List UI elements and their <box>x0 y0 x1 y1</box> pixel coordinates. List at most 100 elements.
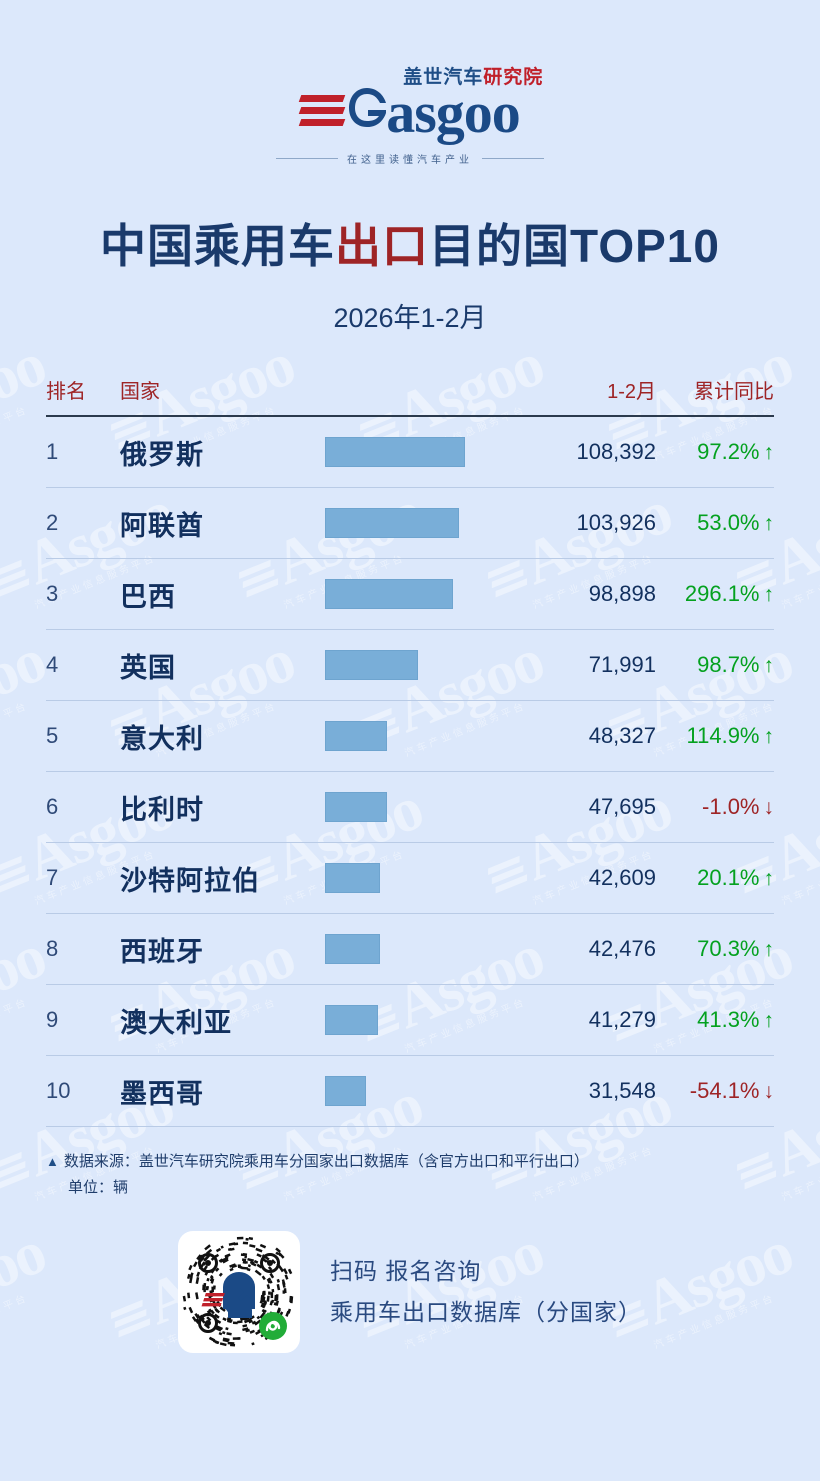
cell-value: 98,898 <box>588 581 656 606</box>
cell-value: 31,548 <box>588 1078 656 1103</box>
title-part-1: 中国乘用车 <box>100 220 336 272</box>
logo-chinese-name: 盖世汽车研究院 <box>403 62 543 89</box>
title-part-2: 目的国TOP10 <box>429 220 720 272</box>
cell-country: 阿联酋 <box>120 510 204 541</box>
cell-yoy: 53.0% ↑ <box>697 510 775 535</box>
qr-caption: 扫码 报名咨询 乘用车出口数据库（分国家） <box>330 1251 642 1332</box>
value-bar <box>325 508 459 538</box>
cell-value: 41,279 <box>588 1007 656 1032</box>
arrow-up-icon: ↑ <box>763 441 775 464</box>
cell-bar <box>325 559 528 629</box>
cell-yoy: 114.9% ↑ <box>686 723 775 748</box>
cell-rank: 8 <box>46 936 59 961</box>
cell-rank: 9 <box>46 1007 59 1032</box>
arrow-down-icon: ↓ <box>763 1080 775 1103</box>
cell-value: 108,392 <box>576 439 656 464</box>
cell-rank: 4 <box>46 652 59 677</box>
table-row: 2 阿联酋 103,926 53.0% ↑ <box>46 488 774 559</box>
value-bar <box>325 579 453 609</box>
qr-code-graphic-icon <box>182 1236 294 1347</box>
table-row: 8 西班牙 42,476 70.3% ↑ <box>46 914 774 985</box>
value-bar <box>325 934 380 964</box>
arrow-up-icon: ↑ <box>763 1009 775 1032</box>
value-bar <box>325 792 387 822</box>
table-row: 4 英国 71,991 98.7% ↑ <box>46 630 774 701</box>
cell-bar <box>325 985 528 1055</box>
table-row: 9 澳大利亚 41,279 41.3% ↑ <box>46 985 774 1056</box>
logo-word-text: asgoo <box>386 80 521 145</box>
arrow-up-icon: ↑ <box>763 938 775 961</box>
source-footnote: ▲ 数据来源：盖世汽车研究院乘用车分国家出口数据库（含官方出口和平行出口） 单位：… <box>46 1149 774 1201</box>
value-bar <box>325 1005 378 1035</box>
cell-bar <box>325 488 528 558</box>
cell-yoy: 97.2% ↑ <box>697 439 775 464</box>
arrow-up-icon: ↑ <box>763 725 775 748</box>
cell-value: 42,476 <box>588 936 656 961</box>
table-row: 5 意大利 48,327 114.9% ↑ <box>46 701 774 772</box>
page-subtitle: 2026年1-2月 <box>333 303 487 333</box>
arrow-up-icon: ↑ <box>763 867 775 890</box>
qr-code[interactable] <box>178 1230 300 1353</box>
footnote-source-text: 数据来源：盖世汽车研究院乘用车分国家出口数据库（含官方出口和平行出口） <box>63 1153 589 1170</box>
cell-value: 47,695 <box>588 794 656 819</box>
cell-rank: 2 <box>46 510 59 535</box>
cell-country: 西班牙 <box>120 936 204 967</box>
qr-caption-line-2: 乘用车出口数据库（分国家） <box>330 1298 642 1325</box>
arrow-up-icon: ↑ <box>763 512 775 535</box>
footnote-line-2: 单位：辆 <box>68 1178 129 1196</box>
header-rank: 排名 <box>46 381 86 403</box>
cell-country: 英国 <box>120 652 176 683</box>
qr-caption-line-1: 扫码 报名咨询 <box>330 1258 482 1285</box>
value-bar <box>325 721 387 751</box>
cell-country: 澳大利亚 <box>120 1007 232 1038</box>
cell-bar <box>325 843 528 913</box>
table-row: 1 俄罗斯 108,392 97.2% ↑ <box>46 417 774 488</box>
cell-rank: 1 <box>46 439 59 464</box>
cell-value: 42,609 <box>588 865 656 890</box>
cell-rank: 10 <box>46 1078 71 1103</box>
cell-rank: 5 <box>46 723 59 748</box>
logo-wordmark: asgoo <box>346 84 521 142</box>
logo-stripes-icon <box>298 95 346 126</box>
table-row: 10 墨西哥 31,548 -54.1% ↓ <box>46 1056 774 1127</box>
tagline-rule-right <box>482 158 544 159</box>
table-row: 3 巴西 98,898 296.1% ↑ <box>46 559 774 630</box>
cell-yoy: 41.3% ↑ <box>697 1007 775 1032</box>
cell-yoy: -54.1% ↓ <box>689 1078 775 1103</box>
cell-rank: 7 <box>46 865 59 890</box>
triangle-marker-icon: ▲ <box>46 1154 59 1169</box>
header-yoy: 累计同比 <box>694 381 774 403</box>
table-row: 6 比利时 47,695 -1.0% ↓ <box>46 772 774 843</box>
logo-g-glyph-icon <box>349 88 387 127</box>
value-bar <box>325 1076 366 1106</box>
value-bar <box>325 863 380 893</box>
table-body: 1 俄罗斯 108,392 97.2% ↑ 2 阿联酋 103,926 53.0% ↑ 3 巴西 98,… <box>46 417 774 1127</box>
logo-cn-red: 研究院 <box>483 67 544 88</box>
cell-country: 沙特阿拉伯 <box>120 865 260 896</box>
cell-country: 俄罗斯 <box>120 439 204 470</box>
header-value: 1-2月 <box>607 381 656 403</box>
cell-yoy: 20.1% ↑ <box>697 865 775 890</box>
ranking-table: 排名 国家 1-2月 累计同比 1 俄罗斯 108,392 97.2% ↑ 2 阿联酋 103… <box>46 375 774 1127</box>
cell-yoy: 98.7% ↑ <box>697 652 774 677</box>
qr-promo-block: 扫码 报名咨询 乘用车出口数据库（分国家） <box>0 1230 820 1353</box>
cell-bar <box>325 914 528 984</box>
gasgoo-logo: 盖世汽车研究院 asgoo 在这里读懂汽车产业 <box>0 0 820 166</box>
value-bar <box>325 650 418 680</box>
table-header-row: 排名 国家 1-2月 累计同比 <box>46 375 774 417</box>
logo-tagline: 在这里读懂汽车产业 <box>276 151 544 166</box>
logo-center: 盖世汽车研究院 asgoo <box>346 67 542 142</box>
title-highlight: 出口 <box>335 220 430 272</box>
cell-value: 103,926 <box>576 510 656 535</box>
logo-main: 盖世汽车研究院 asgoo <box>298 67 542 142</box>
tagline-text: 在这里读懂汽车产业 <box>347 155 473 166</box>
logo-cn-blue: 盖世汽车 <box>403 67 484 88</box>
cell-country: 意大利 <box>120 723 204 754</box>
cell-country: 巴西 <box>120 581 176 612</box>
footnote-line-1: ▲ 数据来源：盖世汽车研究院乘用车分国家出口数据库（含官方出口和平行出口） <box>46 1149 774 1175</box>
cell-country: 比利时 <box>120 794 204 825</box>
cell-country: 墨西哥 <box>120 1078 204 1109</box>
qr-center-logo-icon <box>201 1271 255 1318</box>
value-bar <box>325 437 465 467</box>
